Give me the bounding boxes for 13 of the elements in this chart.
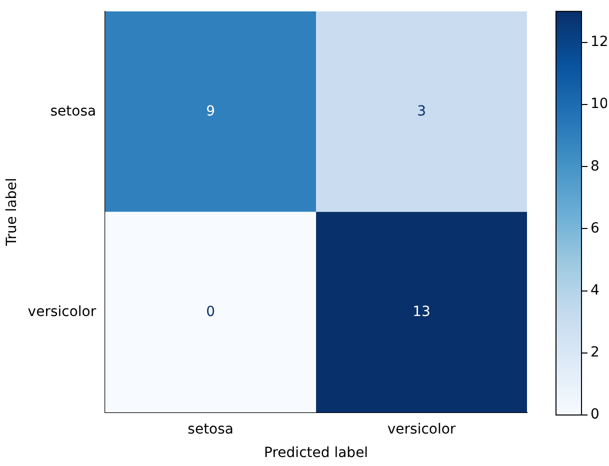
color-bar-label: 10: [590, 96, 608, 112]
data-label: 3: [417, 103, 426, 120]
y-axis-title: True label: [4, 178, 20, 247]
color-bar-label: 0: [590, 406, 600, 423]
color-bar-label: 6: [590, 220, 600, 236]
data-label: 9: [206, 103, 216, 120]
color-bar-label: 2: [590, 344, 600, 361]
color-bar-label: 4: [590, 282, 600, 298]
x-axis-title: Predicted label: [264, 445, 368, 462]
data-label: 0: [206, 304, 216, 320]
color-bar-label: 12: [590, 34, 608, 50]
data-label: 13: [412, 304, 430, 320]
color-bar-label: 8: [590, 158, 600, 174]
